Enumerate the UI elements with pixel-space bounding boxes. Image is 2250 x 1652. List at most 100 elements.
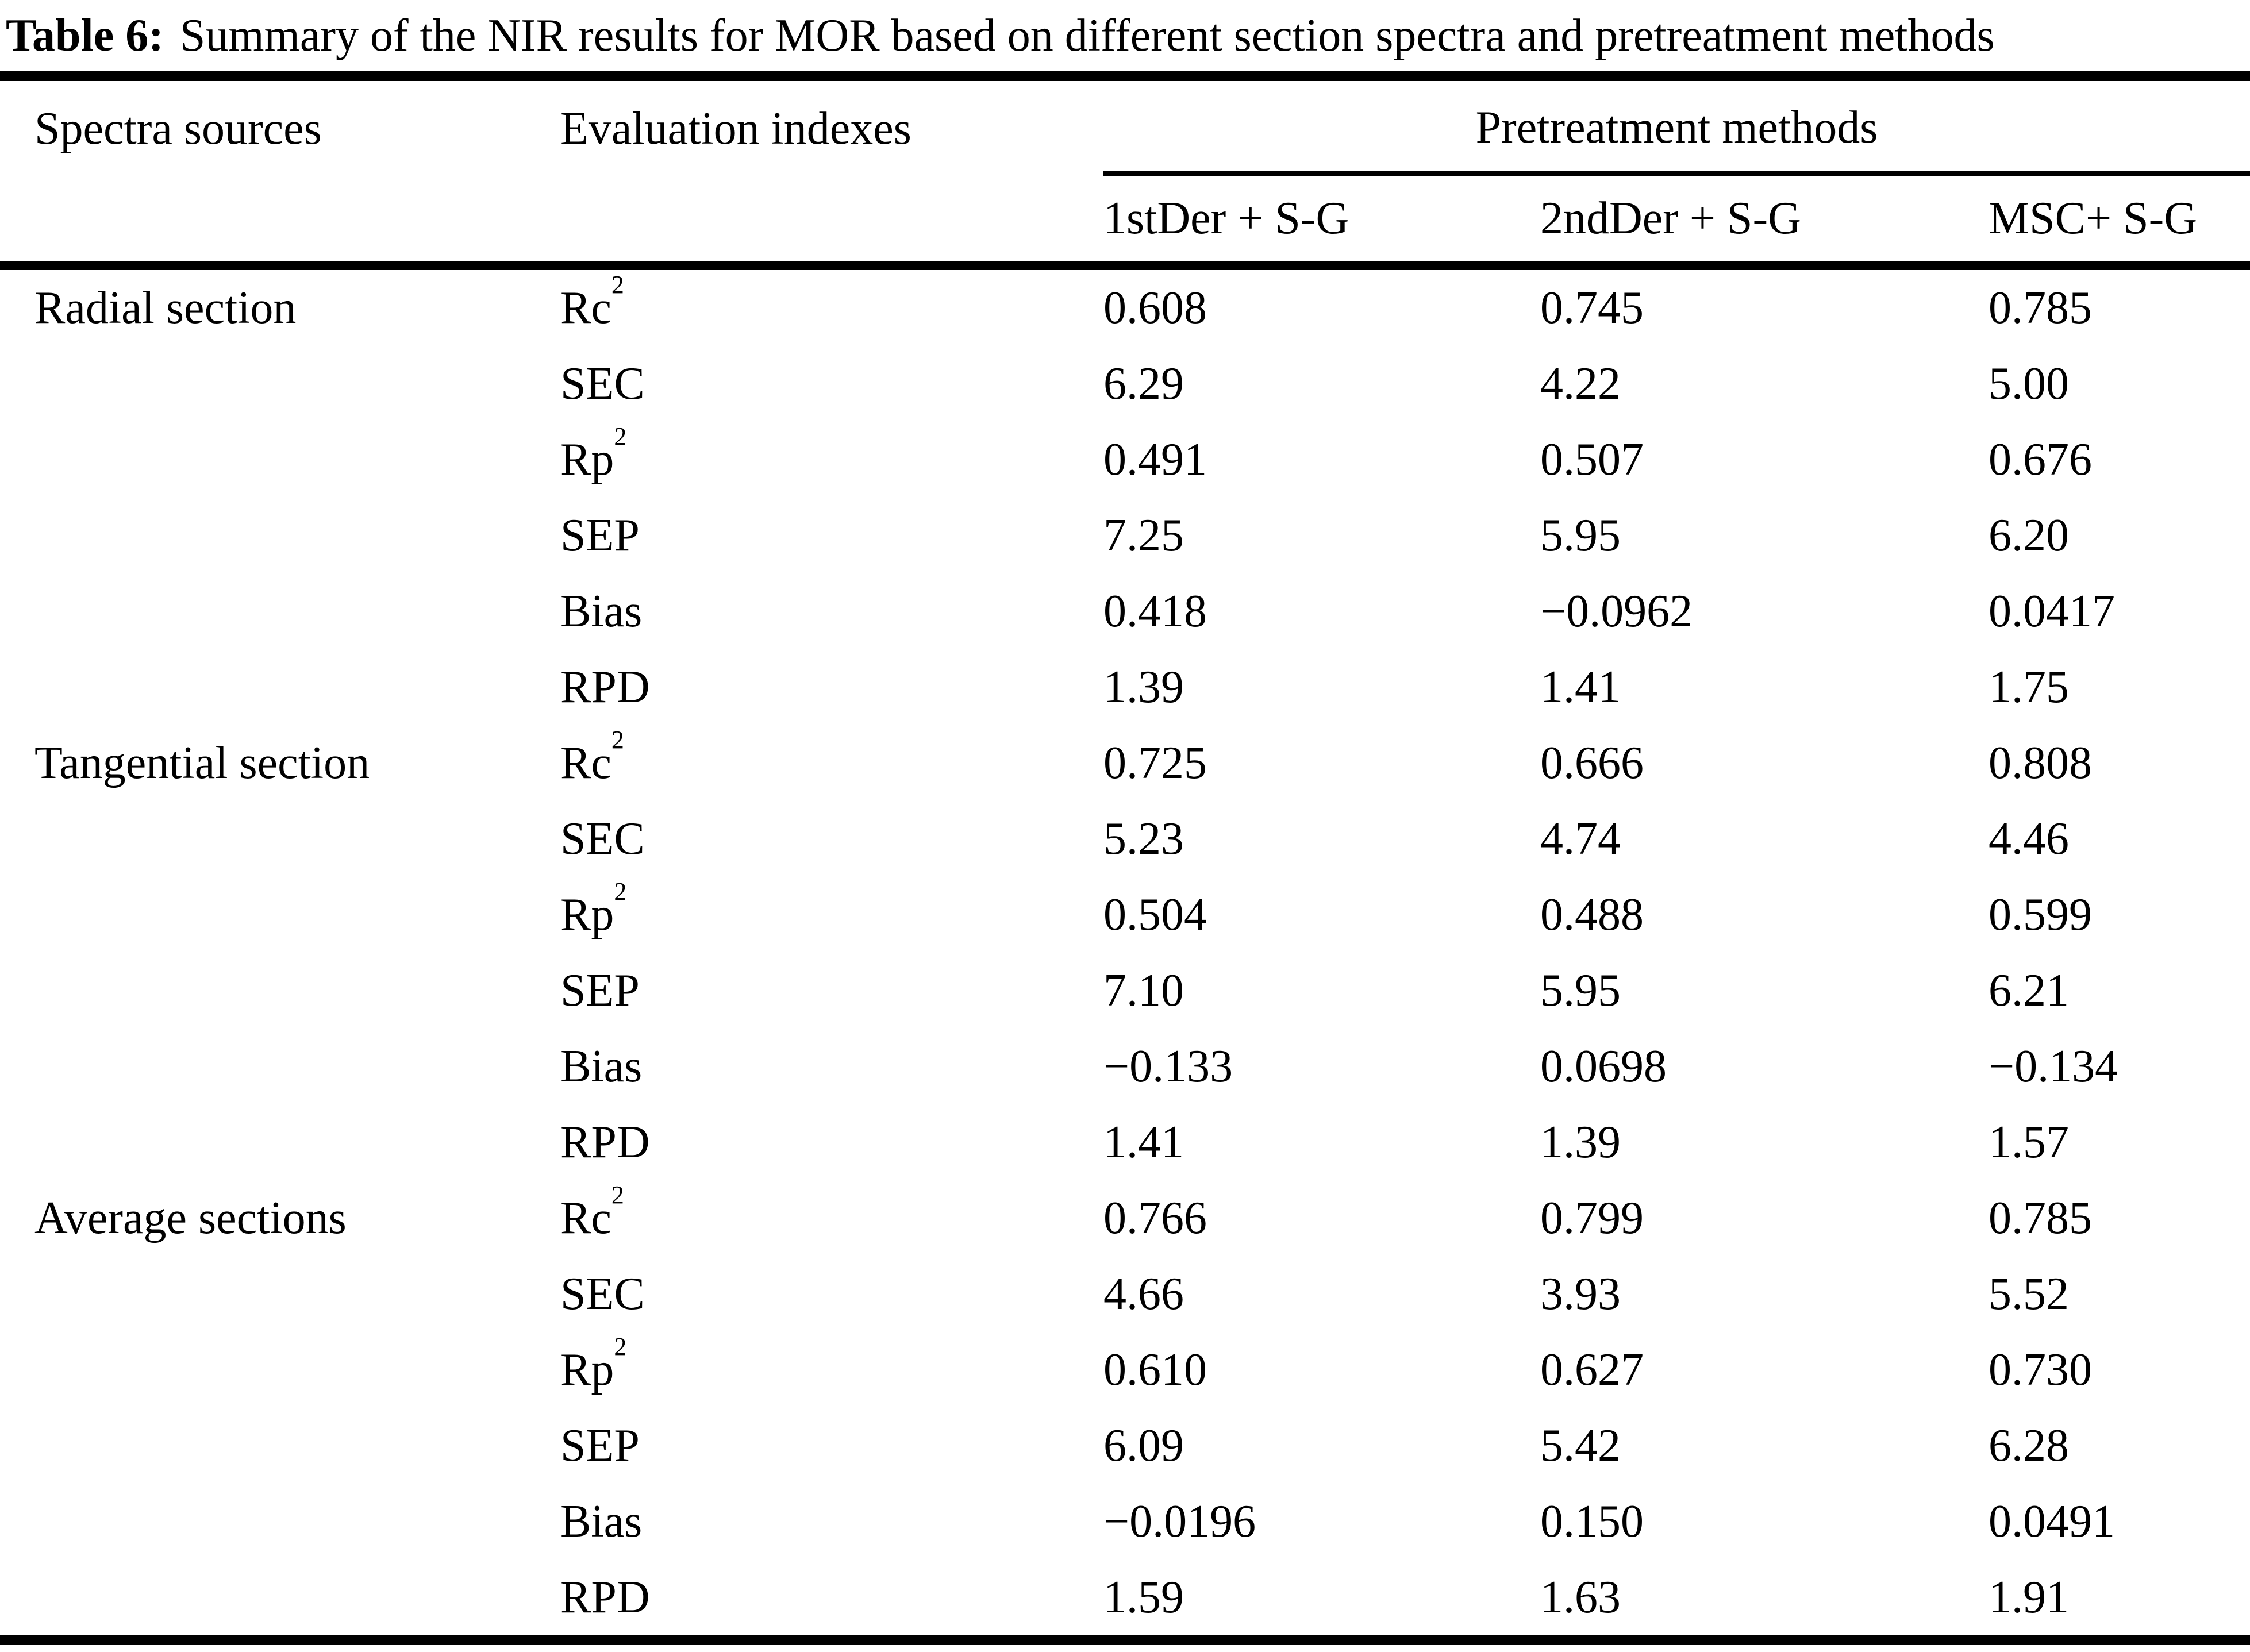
evaluation-indexes-header: Evaluation indexes [560, 103, 911, 154]
index-superscript: 2 [614, 1332, 627, 1361]
value-cell: 0.488 [1540, 889, 1644, 940]
empty-header-cell [0, 173, 560, 270]
index-superscript: 2 [611, 1180, 624, 1209]
value-cell: −0.0196 [1103, 1496, 1256, 1547]
evaluation-index-cell: Rp2 [560, 422, 1103, 498]
value-cell: 6.29 [1103, 358, 1184, 409]
value-cell: 0.610 [1103, 1344, 1207, 1395]
table-row: Radial section Rc2 0.608 0.745 0.785 [0, 265, 2250, 346]
value-cell: 5.00 [1989, 358, 2069, 409]
spectra-source-cell [0, 1484, 560, 1559]
evaluation-index-cell: Rc2 [560, 725, 1103, 801]
value-cell: 1.59 [1103, 1572, 1184, 1623]
evaluation-index-cell: RPD [560, 1104, 1103, 1180]
empty-header-cell [560, 173, 1103, 270]
value-cell: 0.676 [1989, 434, 2092, 485]
value-cell: 1.41 [1540, 661, 1621, 713]
evaluation-index-cell: SEC [560, 1256, 1103, 1332]
evaluation-index-cell: SEC [560, 801, 1103, 877]
value-cell: 0.150 [1540, 1496, 1644, 1547]
spectra-source-cell: Average sections [34, 1192, 347, 1243]
table-row: Rp2 0.610 0.627 0.730 [0, 1332, 2250, 1408]
method-header-msc: MSC+ S-G [1989, 173, 2250, 270]
value-cell: 0.745 [1540, 282, 1644, 333]
table-row: SEP 6.09 5.42 6.28 [0, 1408, 2250, 1484]
value-cell: 5.52 [1989, 1268, 2069, 1319]
spectra-source-cell [0, 1559, 560, 1640]
value-cell: 5.95 [1540, 510, 1621, 561]
table-body: Radial section Rc2 0.608 0.745 0.785 SEC 6.29 4… [0, 265, 2250, 1640]
index-base: RPD [560, 661, 650, 713]
evaluation-index-cell: SEC [560, 346, 1103, 422]
evaluation-index-cell: SEP [560, 1408, 1103, 1484]
table-row: Rp2 0.504 0.488 0.599 [0, 877, 2250, 953]
value-cell: 0.725 [1103, 737, 1207, 788]
spectra-source-cell [0, 1029, 560, 1104]
value-cell: 4.46 [1989, 813, 2069, 864]
value-cell: 0.808 [1989, 737, 2092, 788]
index-base: SEC [560, 1268, 645, 1319]
value-cell: 0.785 [1989, 282, 2092, 333]
table-row: RPD 1.39 1.41 1.75 [0, 649, 2250, 725]
value-cell: 0.0491 [1989, 1496, 2115, 1547]
value-cell: 0.766 [1103, 1192, 1207, 1243]
evaluation-index-cell: Rc2 [560, 1180, 1103, 1256]
value-cell: 5.42 [1540, 1420, 1621, 1471]
value-cell: 0.730 [1989, 1344, 2092, 1395]
value-cell: 6.21 [1989, 965, 2069, 1016]
spectra-source-cell: Radial section [34, 282, 297, 333]
value-cell: 1.39 [1103, 661, 1184, 713]
table-row: SEP 7.25 5.95 6.20 [0, 498, 2250, 573]
value-cell: 7.25 [1103, 510, 1184, 561]
index-base: Bias [560, 586, 643, 637]
index-base: Rc [560, 282, 611, 333]
index-base: SEP [560, 1420, 640, 1471]
value-cell: 4.66 [1103, 1268, 1184, 1319]
value-cell: 0.0698 [1540, 1041, 1667, 1092]
index-base: Rp [560, 434, 614, 485]
index-base: RPD [560, 1572, 650, 1623]
evaluation-index-cell: RPD [560, 1559, 1103, 1640]
evaluation-index-cell: RPD [560, 649, 1103, 725]
value-cell: 0.666 [1540, 737, 1644, 788]
index-base: SEP [560, 510, 640, 561]
index-superscript: 2 [614, 877, 627, 906]
value-cell: 0.627 [1540, 1344, 1644, 1395]
value-cell: −0.0962 [1540, 586, 1693, 637]
value-cell: 0.599 [1989, 889, 2092, 940]
value-cell: 6.28 [1989, 1420, 2069, 1471]
index-base: Bias [560, 1496, 643, 1547]
table-caption-text: Summary of the NIR results for MOR based… [179, 10, 1995, 61]
method-header-1stder: 1stDer + S-G [1103, 173, 1540, 270]
spectra-source-cell [0, 1408, 560, 1484]
index-base: SEP [560, 965, 640, 1016]
method-header-2ndder: 2ndDer + S-G [1540, 173, 1989, 270]
index-base: Rp [560, 889, 614, 940]
value-cell: 1.91 [1989, 1572, 2069, 1623]
value-cell: 3.93 [1540, 1268, 1621, 1319]
value-cell: −0.133 [1103, 1041, 1233, 1092]
pretreatment-methods-group-header: Pretreatment methods [1103, 76, 2250, 176]
index-base: Bias [560, 1041, 643, 1092]
value-cell: 5.23 [1103, 813, 1184, 864]
index-base: SEC [560, 813, 645, 864]
value-cell: −0.134 [1989, 1041, 2118, 1092]
results-table: Spectra sources Evaluation indexes Pretr… [0, 71, 2250, 1645]
spectra-source-cell [0, 346, 560, 422]
table-row: Tangential section Rc2 0.725 0.666 0.808 [0, 725, 2250, 801]
table-row: Bias −0.0196 0.150 0.0491 [0, 1484, 2250, 1559]
table-row: SEC 6.29 4.22 5.00 [0, 346, 2250, 422]
table-row: RPD 1.59 1.63 1.91 [0, 1559, 2250, 1640]
evaluation-index-cell: SEP [560, 953, 1103, 1029]
index-base: RPD [560, 1116, 650, 1168]
table-row: SEC 5.23 4.74 4.46 [0, 801, 2250, 877]
spectra-source-cell [0, 877, 560, 953]
evaluation-index-cell: Rc2 [560, 265, 1103, 346]
table-row: Bias 0.418 −0.0962 0.0417 [0, 573, 2250, 649]
value-cell: 0.785 [1989, 1192, 2092, 1243]
value-cell: 6.20 [1989, 510, 2069, 561]
value-cell: 1.39 [1540, 1116, 1621, 1168]
table-row: SEC 4.66 3.93 5.52 [0, 1256, 2250, 1332]
spectra-source-cell [0, 1256, 560, 1332]
table-row: RPD 1.41 1.39 1.57 [0, 1104, 2250, 1180]
